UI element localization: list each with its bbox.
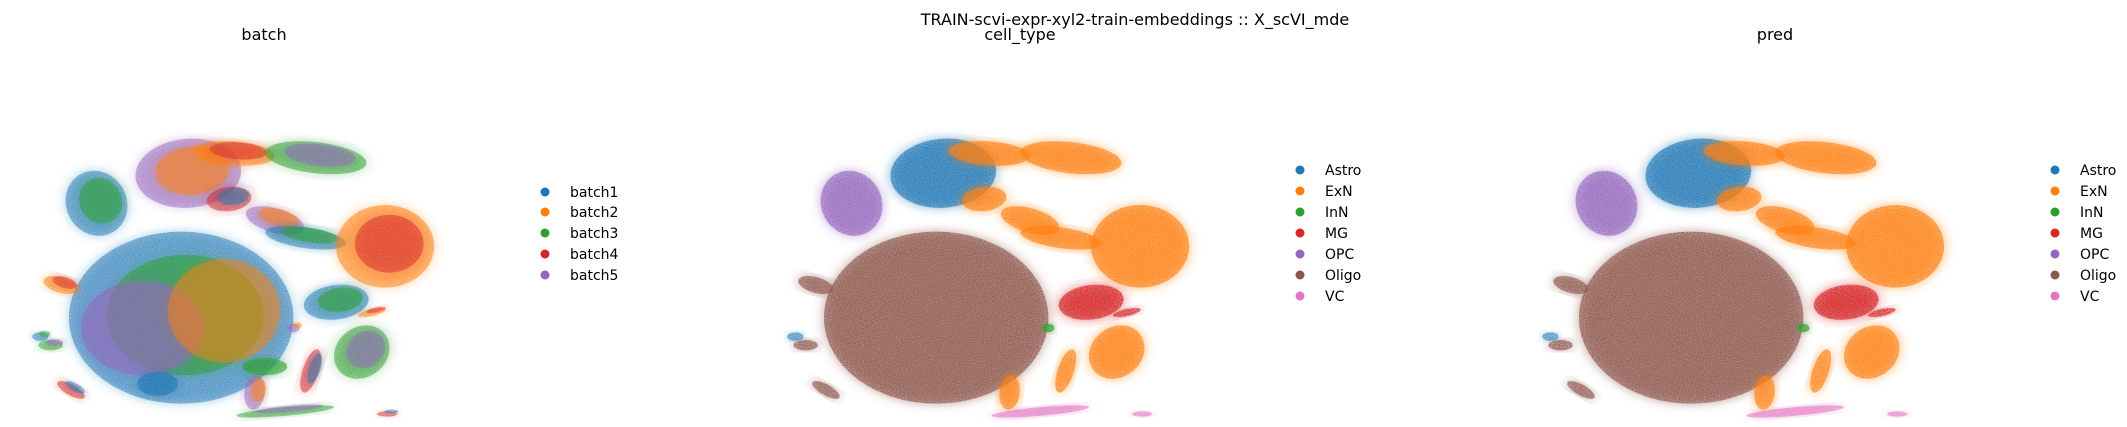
figure-suptitle: TRAIN-scvi-expr-xyl2-train-embeddings ::…: [920, 10, 1349, 30]
legend-marker-batch4: [540, 249, 550, 259]
legend-label-batch3: batch3: [570, 226, 618, 242]
legend-label-astro: Astro: [2080, 163, 2116, 179]
legend-marker-astro: [2050, 165, 2060, 175]
legend-label-exn: ExN: [2080, 184, 2108, 200]
panel-batch: batch batch1 batch2 batch3 batch4 batch5: [32, 25, 619, 418]
legend-marker-exn: [1295, 186, 1305, 196]
legend-marker-astro: [1295, 165, 1305, 175]
legend-marker-oligo: [2050, 270, 2060, 280]
legend-marker-batch5: [540, 270, 550, 280]
legend-marker-opc: [2050, 249, 2060, 259]
legend-label-batch5: batch5: [570, 268, 618, 284]
legend-marker-vc: [1295, 291, 1305, 301]
legend: batch1 batch2 batch3 batch4 batch5: [540, 185, 619, 284]
legend-marker-batch1: [540, 187, 550, 197]
legend-label-vc: VC: [1325, 289, 1345, 305]
legend: Astro ExN InN MG OPC Oligo VC: [1295, 163, 1361, 305]
legend-label-exn: ExN: [1325, 184, 1353, 200]
panel-pred: pred Astro ExN InN MG OPC Oligo VC: [1542, 25, 2116, 418]
panel-title: pred: [1757, 25, 1793, 44]
legend-label-mg: MG: [2080, 226, 2103, 242]
legend-label-vc: VC: [2080, 289, 2100, 305]
scatter-cloud: [1542, 138, 1945, 418]
legend-marker-batch3: [540, 228, 550, 238]
legend-marker-vc: [2050, 291, 2060, 301]
legend-label-inn: InN: [2080, 205, 2103, 221]
legend-marker-inn: [2050, 207, 2060, 217]
legend-marker-opc: [1295, 249, 1305, 259]
legend-marker-mg: [1295, 228, 1305, 238]
legend-label-mg: MG: [1325, 226, 1348, 242]
panel-title: cell_type: [984, 25, 1055, 45]
legend-label-oligo: Oligo: [2080, 268, 2116, 284]
legend-marker-inn: [1295, 207, 1305, 217]
legend-marker-exn: [2050, 186, 2060, 196]
legend-label-batch1: batch1: [570, 185, 618, 201]
legend-marker-batch2: [540, 207, 550, 217]
panel-cell-type: cell_type Astro ExN InN MG OPC Oligo VC: [787, 25, 1361, 418]
legend-label-inn: InN: [1325, 205, 1348, 221]
legend-label-batch4: batch4: [570, 247, 619, 263]
legend: Astro ExN InN MG OPC Oligo VC: [2050, 163, 2116, 305]
legend-marker-mg: [2050, 228, 2060, 238]
legend-label-batch2: batch2: [570, 205, 618, 221]
scatter-cloud: [32, 138, 435, 418]
legend-label-astro: Astro: [1325, 163, 1361, 179]
scatter-cloud: [787, 138, 1190, 418]
legend-marker-oligo: [1295, 270, 1305, 280]
legend-label-opc: OPC: [1325, 247, 1354, 263]
panel-title: batch: [241, 25, 286, 44]
legend-label-opc: OPC: [2080, 247, 2109, 263]
legend-label-oligo: Oligo: [1325, 268, 1361, 284]
